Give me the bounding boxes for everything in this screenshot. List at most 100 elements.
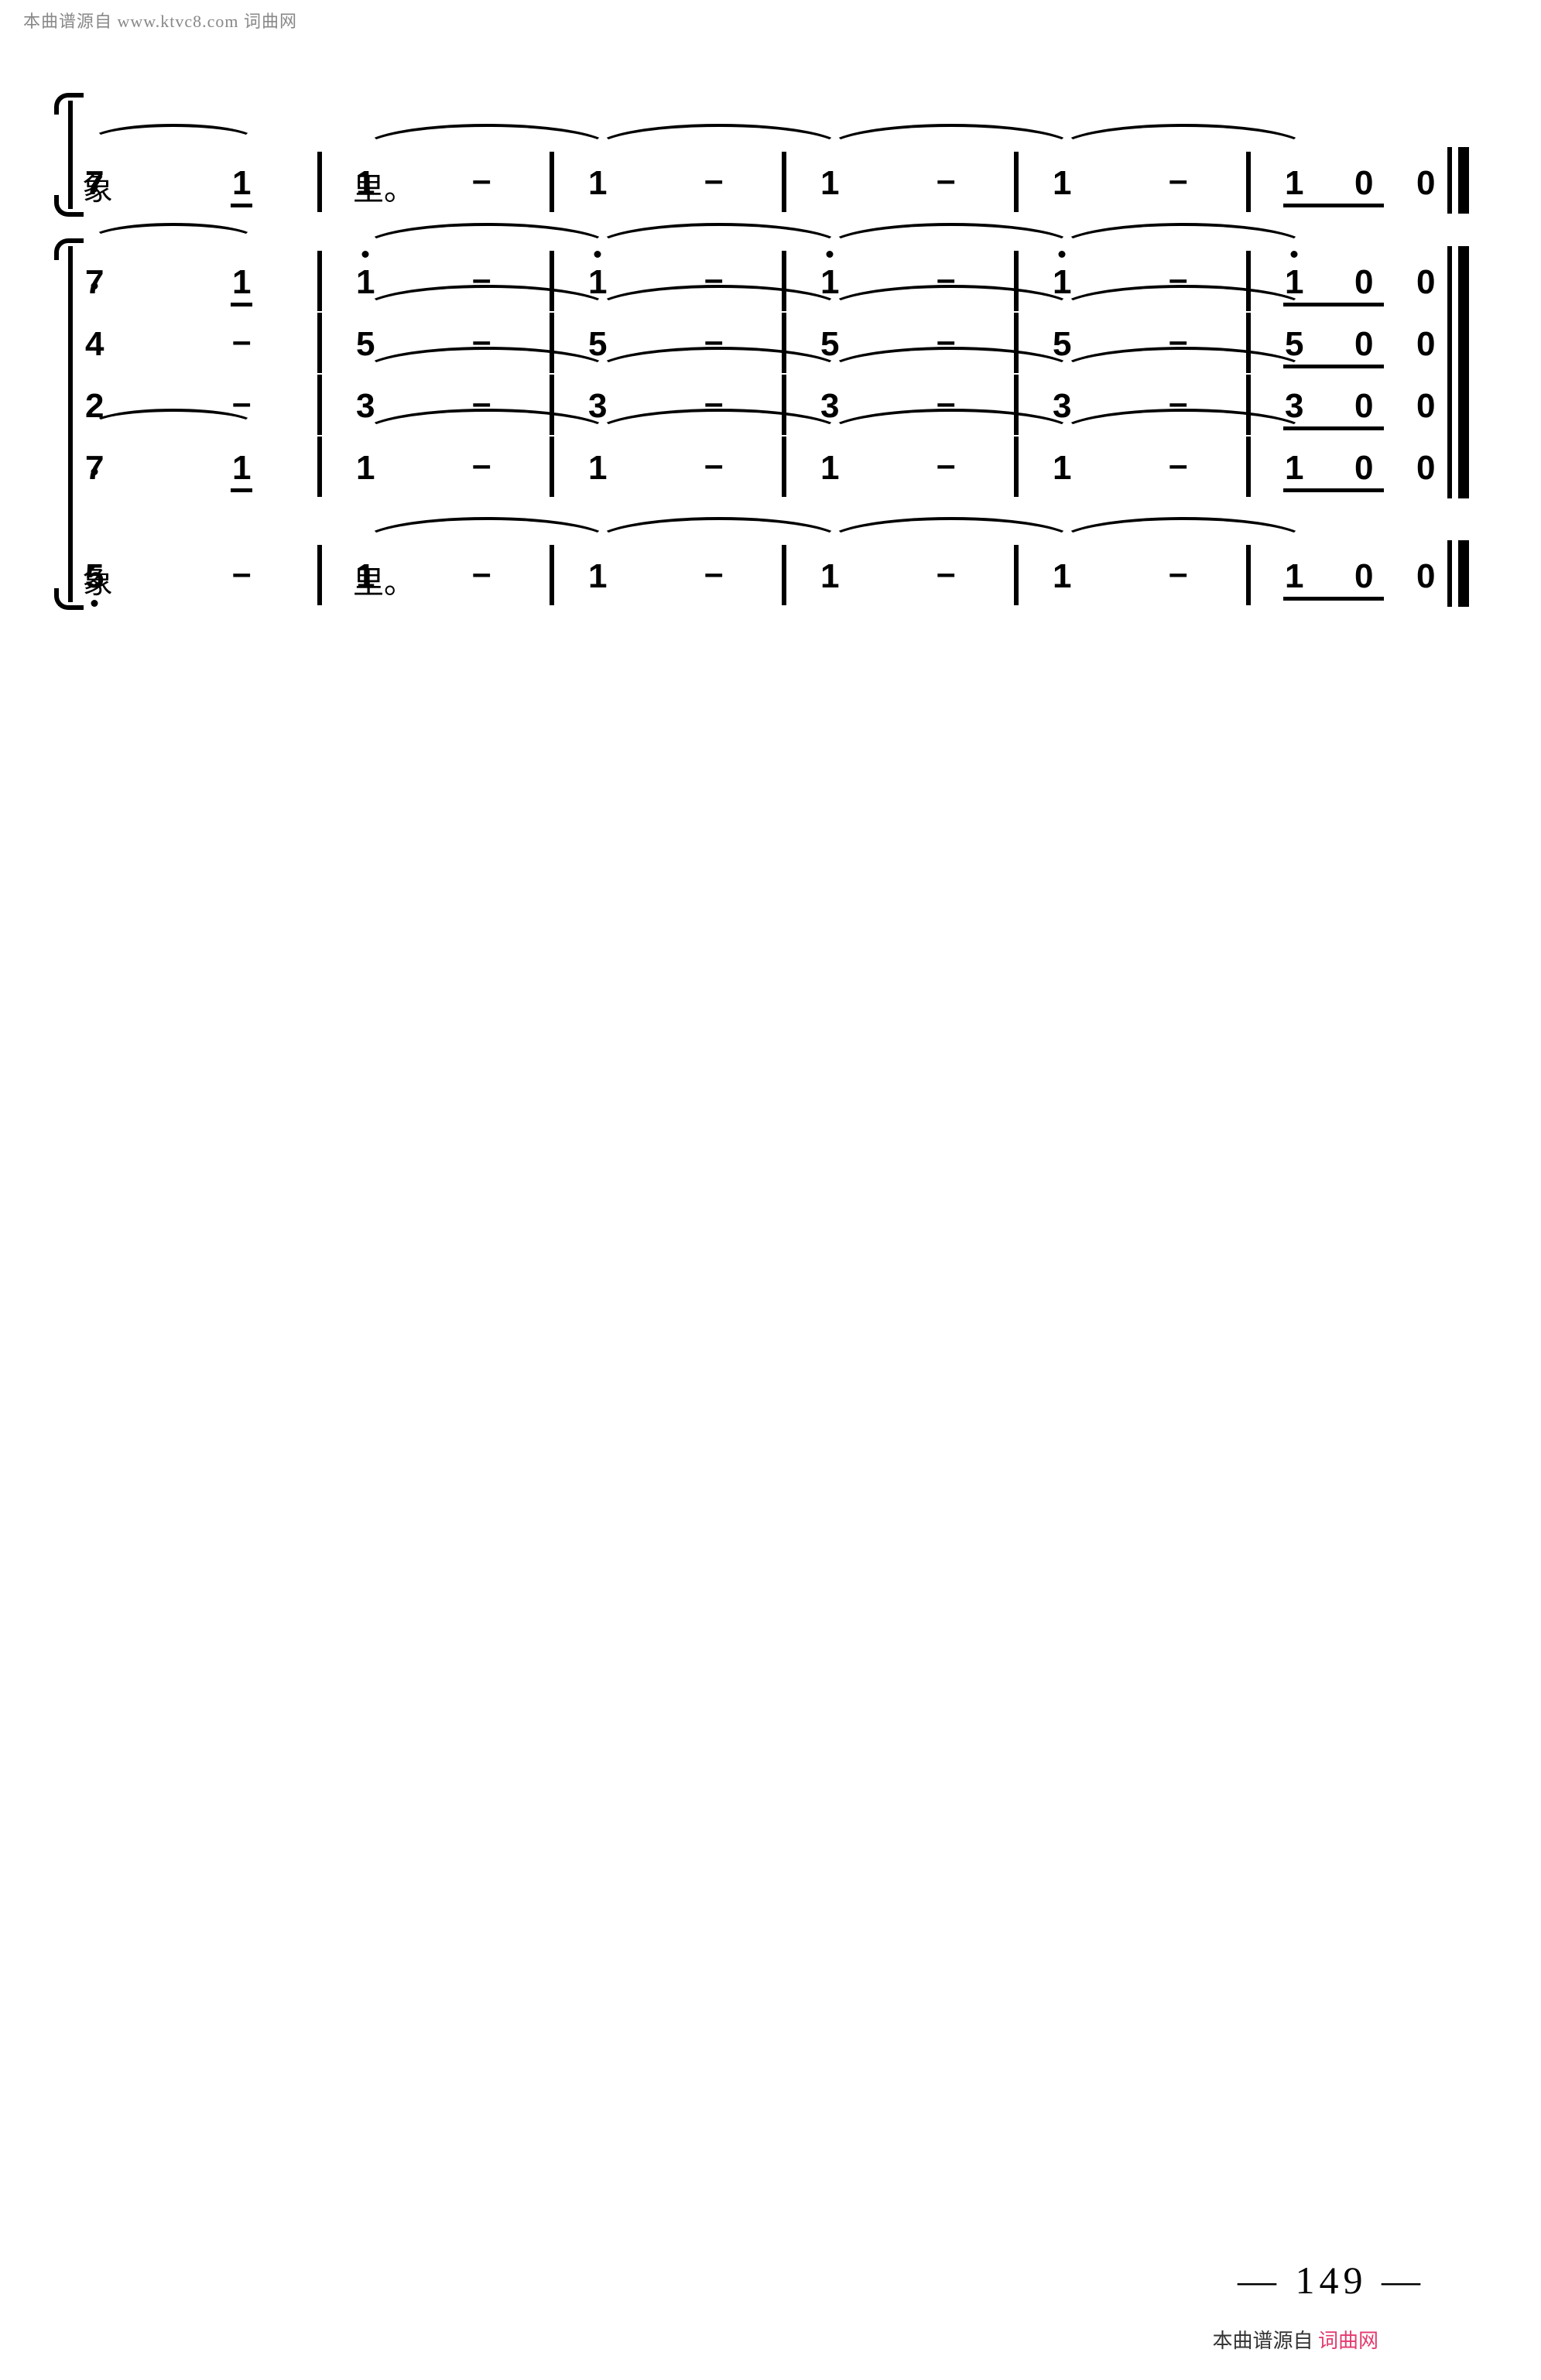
slur xyxy=(593,223,845,257)
duration-dash: – xyxy=(1169,554,1187,593)
rest-zero: 0 xyxy=(1416,387,1435,426)
rest-zero: 0 xyxy=(1354,325,1373,364)
rest-zero: 0 xyxy=(1354,263,1373,302)
note: 1 xyxy=(356,449,375,488)
slur xyxy=(361,517,613,551)
lyric: 里。 xyxy=(353,164,415,209)
duration-dash: – xyxy=(472,446,491,485)
barline xyxy=(782,152,786,212)
bracket-top-icon xyxy=(54,238,84,260)
page: 本曲谱源自 www.ktvc8.com 词曲网 711–1–1–1–100象里。… xyxy=(0,0,1541,2380)
note: 7 xyxy=(85,263,104,302)
credit-prefix: 本曲谱源自 xyxy=(1212,2330,1313,2352)
duration-dash: – xyxy=(1169,161,1187,200)
staff-row: 7 1 1 – 1 – 1 – 1 – 1 0 0 xyxy=(85,432,1463,494)
slur xyxy=(90,124,257,158)
rest-zero: 0 xyxy=(1354,387,1373,426)
beam-underline xyxy=(1283,488,1384,492)
barline xyxy=(782,437,786,497)
slur xyxy=(593,517,845,551)
duration-dash: – xyxy=(704,446,723,485)
note: 1 xyxy=(588,557,607,596)
slur xyxy=(825,223,1077,257)
slur xyxy=(90,223,257,257)
note: 5 xyxy=(356,325,375,364)
lyric: 象 xyxy=(82,164,113,209)
rest-zero: 0 xyxy=(1416,263,1435,302)
duration-dash: – xyxy=(937,554,955,593)
rest-zero: 0 xyxy=(1416,325,1435,364)
barline xyxy=(317,375,322,435)
credit-bottom: 本曲谱源自 词曲网 xyxy=(1212,2325,1378,2354)
staff-row: 5–1–1–1–1–100象里。 xyxy=(85,494,1463,602)
barline xyxy=(317,251,322,311)
watermark-top: 本曲谱源自 www.ktvc8.com 词曲网 xyxy=(23,8,297,33)
notes-line: 5–1–1–1–1–100 xyxy=(85,540,1463,602)
system: 711–1–1–1–1004–5–5–5–5–5002–3–3–3–3–3007… xyxy=(85,246,1463,602)
note: 1 xyxy=(1053,449,1071,488)
lyric: 里。 xyxy=(353,557,415,602)
system: 711–1–1–1–100象里。 xyxy=(85,101,1463,209)
slur xyxy=(1057,223,1310,257)
duration-dash: – xyxy=(937,446,955,485)
lyric: 象 xyxy=(82,557,113,602)
note: 1 xyxy=(820,449,839,488)
note: 1 xyxy=(820,557,839,596)
note: 1 xyxy=(232,449,251,488)
note: 1 xyxy=(232,263,251,302)
barline xyxy=(1246,437,1251,497)
system-bracket xyxy=(68,246,80,602)
score: 711–1–1–1–100象里。711–1–1–1–1004–5–5–5–5–5… xyxy=(85,101,1463,639)
duration-dash: – xyxy=(1169,446,1187,485)
page-number: — 149 — xyxy=(1238,2258,1425,2303)
duration-dash: – xyxy=(704,554,723,593)
duration-dash: – xyxy=(472,161,491,200)
rest-zero: 0 xyxy=(1416,557,1435,596)
beam-underline xyxy=(1283,597,1384,601)
beam-underline xyxy=(1283,204,1384,207)
barline xyxy=(317,313,322,373)
slur xyxy=(361,223,613,257)
barline xyxy=(1014,152,1019,212)
slur xyxy=(825,517,1077,551)
credit-red: 词曲网 xyxy=(1318,2330,1378,2352)
barline xyxy=(317,545,322,605)
rest-zero: 0 xyxy=(1416,449,1435,488)
rest-zero: 0 xyxy=(1354,449,1373,488)
notes-line: 711–1–1–1–100 xyxy=(85,147,1463,209)
slur xyxy=(361,124,613,158)
duration-dash: – xyxy=(232,554,251,593)
system-bracket xyxy=(68,101,80,209)
barline xyxy=(550,152,554,212)
bracket-top-icon xyxy=(54,93,84,115)
note: 1 xyxy=(1053,164,1071,203)
staff-row: 711–1–1–1–100象里。 xyxy=(85,101,1463,209)
notes-line: 7 1 1 – 1 – 1 – 1 – 1 0 0 xyxy=(85,432,1463,494)
slur xyxy=(825,124,1077,158)
note: 1 xyxy=(1285,449,1303,488)
duration-dash: – xyxy=(232,322,251,361)
note: 1 xyxy=(356,263,375,302)
slur xyxy=(1057,517,1310,551)
note: 4 xyxy=(85,325,104,364)
note: 1 xyxy=(1285,557,1303,596)
barline xyxy=(550,545,554,605)
note: 1 xyxy=(588,449,607,488)
duration-dash: – xyxy=(472,554,491,593)
barline xyxy=(1246,152,1251,212)
rest-zero: 0 xyxy=(1416,164,1435,203)
note: 1 xyxy=(1285,164,1303,203)
note: 3 xyxy=(356,387,375,426)
barline xyxy=(1246,545,1251,605)
barline xyxy=(782,545,786,605)
bracket-bottom-icon xyxy=(54,195,84,217)
note: 1 xyxy=(1053,557,1071,596)
barline xyxy=(1014,545,1019,605)
barline xyxy=(550,437,554,497)
duration-dash: – xyxy=(704,161,723,200)
note: 1 xyxy=(820,164,839,203)
note: 7 xyxy=(85,449,104,488)
slur xyxy=(593,124,845,158)
bracket-bottom-icon xyxy=(54,588,84,610)
slur xyxy=(90,409,257,443)
